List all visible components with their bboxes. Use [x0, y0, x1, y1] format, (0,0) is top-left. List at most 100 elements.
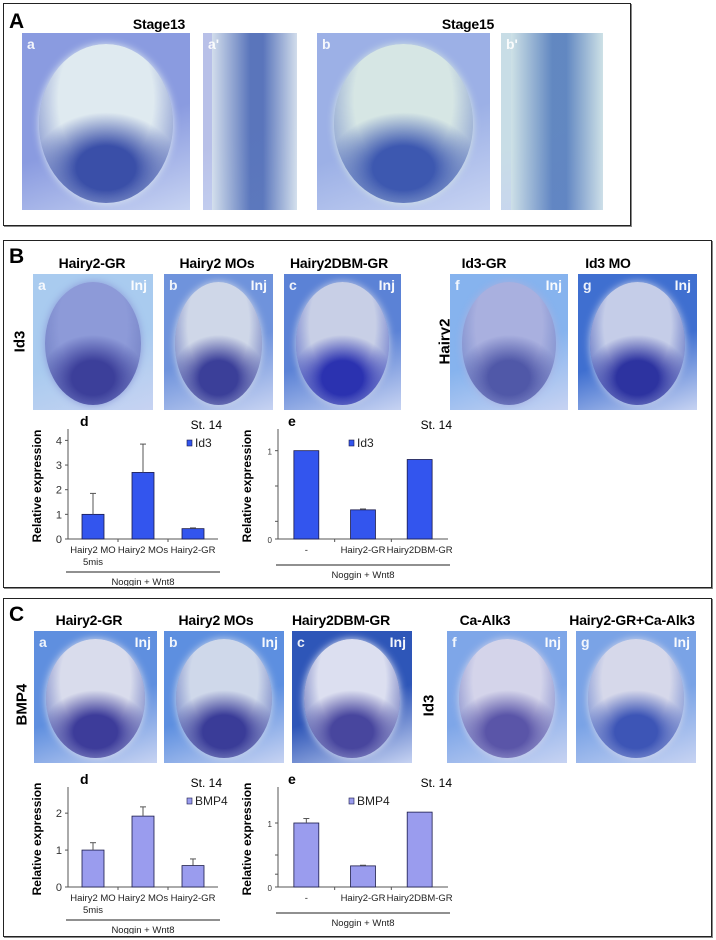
x-tick-label: -: [305, 893, 308, 904]
panel-c-letter: C: [9, 603, 25, 626]
y-tick-label: 4: [56, 435, 62, 447]
chart-title: St. 14: [421, 418, 453, 432]
injected-side-label: Inj: [134, 634, 151, 650]
embryo: [304, 638, 400, 758]
y-tick-label: 1: [268, 448, 273, 457]
subpanel-label: b: [169, 634, 178, 650]
embryo: [46, 638, 145, 758]
injected-side-label: Inj: [261, 634, 278, 650]
row-label-bmp4: BMP4: [13, 683, 31, 726]
x-tick-label: Hairy2DBM-GR: [387, 545, 453, 556]
bar: [181, 865, 205, 888]
chart-panel-label: e: [288, 771, 296, 787]
panel-b-letter: B: [9, 245, 25, 268]
stage15-title: Stage15: [441, 16, 495, 32]
photo-B-c: c Inj: [284, 274, 401, 410]
subpanel-label: a': [208, 36, 220, 52]
x-tick-label: Hairy2-GR: [171, 893, 216, 904]
x-tick-label: Hairy2-GR: [341, 545, 386, 556]
photo-A-b: b: [317, 33, 490, 210]
subpanel-label: b: [322, 36, 331, 52]
col-title-id3-mo: Id3 MO: [585, 255, 631, 271]
injected-side-label: Inj: [674, 277, 691, 293]
y-axis-label: Relative expression: [240, 430, 254, 543]
embryo: [334, 43, 473, 203]
col-title-hairy2-gr-ca-alk3: Hairy2-GR+Ca-Alk3: [569, 612, 695, 628]
panel-c-frame: C Hairy2-GR Hairy2 MOs Hairy2DBM-GR Ca-A…: [3, 598, 712, 937]
embryo: [45, 282, 141, 405]
x-axis-label: Noggin + Wnt8: [111, 577, 174, 586]
photo-C-c: c Inj: [292, 631, 412, 763]
subpanel-label: g: [583, 277, 592, 293]
col-title-id3-gr: Id3-GR: [461, 255, 507, 271]
x-tick-label: 5mis: [83, 905, 103, 916]
subpanel-label: g: [581, 634, 590, 650]
bar: [181, 528, 205, 540]
injected-side-label: Inj: [544, 634, 561, 650]
subpanel-label: a: [38, 277, 46, 293]
y-axis-label: Relative expression: [30, 430, 44, 543]
embryo: [459, 638, 555, 758]
row-label-id3: Id3: [420, 694, 438, 717]
legend-swatch: [186, 439, 193, 447]
photo-C-b: b Inj: [164, 631, 284, 763]
bar: [350, 509, 376, 540]
y-tick-label: 0: [268, 536, 273, 545]
chart-B-e: e St. 14 Relative expression 0 1 - Hairy2-GR Ha…: [240, 413, 453, 581]
photo-A-b-prime: b': [501, 33, 603, 210]
embryo: [212, 33, 297, 210]
subpanel-label: b: [169, 277, 178, 293]
chart-panel-label: d: [80, 771, 89, 787]
col-title-hairy2-mos: Hairy2 MOs: [179, 255, 255, 271]
subpanel-label: f: [452, 634, 457, 650]
y-tick-label: 0: [56, 534, 62, 546]
x-tick-label: 5mis: [83, 557, 103, 568]
col-title-hairy2dbm-gr: Hairy2DBM-GR: [292, 612, 390, 628]
chart-title: St. 14: [191, 776, 223, 790]
y-tick-label: 1: [268, 820, 273, 829]
subpanel-label: b': [506, 36, 518, 52]
x-tick-label: -: [305, 545, 308, 556]
photo-B-f: f Inj: [450, 274, 568, 410]
bar: [293, 450, 320, 540]
injected-side-label: Inj: [389, 634, 406, 650]
legend-swatch: [348, 797, 355, 805]
injected-side-label: Inj: [673, 634, 690, 650]
photo-C-g: g Inj: [576, 631, 696, 763]
x-tick-label: Hairy2-GR: [341, 893, 386, 904]
stage13-title: Stage13: [132, 16, 186, 32]
bar: [406, 459, 433, 540]
legend-swatch: [186, 797, 193, 805]
panel-b-frame: B Hairy2-GR Hairy2 MOs Hairy2DBM-GR Id3-…: [3, 240, 712, 588]
x-tick-label: Hairy2 MO: [70, 893, 115, 904]
subpanel-label: a: [39, 634, 47, 650]
subpanel-label: c: [297, 634, 305, 650]
legend-label: BMP4: [195, 794, 228, 808]
bar: [81, 849, 105, 888]
bar: [131, 472, 155, 540]
photo-B-b: b Inj: [164, 274, 273, 410]
subpanel-label: c: [289, 277, 297, 293]
subpanel-label: f: [455, 277, 460, 293]
photo-A-a: a: [22, 33, 190, 210]
injected-side-label: Inj: [545, 277, 562, 293]
x-tick-label: Hairy2-GR: [171, 545, 216, 556]
embryo: [295, 282, 390, 405]
chart-panel-label: e: [288, 413, 296, 429]
x-axis-label: Noggin + Wnt8: [111, 925, 174, 934]
panel-a-frame: A Stage13 Stage15 a a' b b': [3, 3, 631, 226]
col-title-hairy2-gr: Hairy2-GR: [55, 612, 123, 628]
col-title-hairy2-mos: Hairy2 MOs: [178, 612, 254, 628]
embryo: [38, 43, 174, 203]
y-tick-label: 2: [56, 808, 62, 820]
photo-C-a: a Inj: [34, 631, 157, 763]
y-tick-label: 0: [268, 884, 273, 893]
y-tick-label: 1: [56, 509, 62, 521]
embryo: [511, 33, 603, 210]
bar: [131, 815, 155, 888]
embryo: [176, 638, 272, 758]
embryo: [461, 282, 557, 405]
y-tick-label: 3: [56, 460, 62, 472]
x-axis-label: Noggin + Wnt8: [331, 918, 394, 929]
bar: [293, 822, 320, 888]
